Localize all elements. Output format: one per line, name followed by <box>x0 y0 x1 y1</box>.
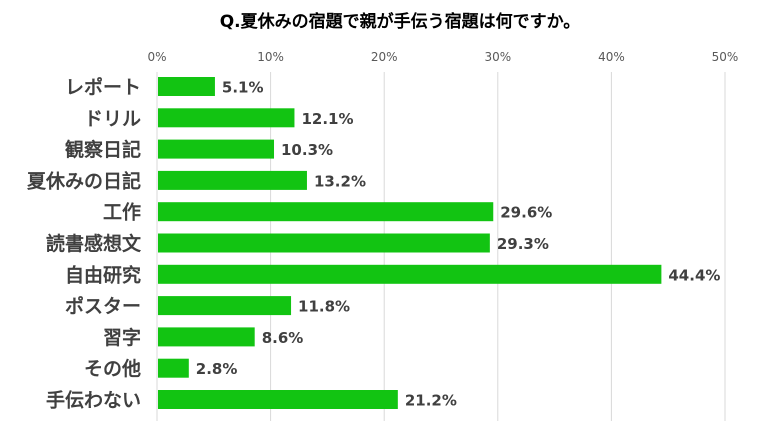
category-label: 習字 <box>103 326 141 349</box>
category-label: 手伝わない <box>46 389 141 412</box>
bar <box>158 327 255 347</box>
bar <box>158 77 215 96</box>
value-label: 21.2% <box>405 392 457 410</box>
value-label: 12.1% <box>301 110 353 128</box>
category-label: 自由研究 <box>65 263 141 286</box>
x-tick-label: 10% <box>257 50 284 64</box>
x-tick-label: 50% <box>712 50 739 64</box>
bar <box>158 264 662 284</box>
bar <box>158 170 307 190</box>
value-label: 2.8% <box>196 360 238 378</box>
category-labels: レポートドリル観察日記夏休みの日記工作読書感想文自由研究ポスター習字その他手伝わ… <box>27 76 142 412</box>
category-label: ポスター <box>65 295 141 318</box>
category-label: 工作 <box>103 201 141 224</box>
category-label: その他 <box>84 357 141 380</box>
value-label: 10.3% <box>281 141 333 159</box>
bar <box>158 139 275 159</box>
x-tick-label: 0% <box>147 50 166 64</box>
bar <box>158 390 398 409</box>
category-label: 読書感想文 <box>46 232 142 255</box>
value-label: 44.4% <box>668 266 720 284</box>
x-tick-label: 30% <box>484 50 511 64</box>
value-label: 5.1% <box>222 79 264 97</box>
x-tick-label: 20% <box>371 50 398 64</box>
value-label: 8.6% <box>262 329 304 347</box>
bar <box>158 358 189 378</box>
bar <box>158 108 295 128</box>
value-label: 13.2% <box>314 172 366 190</box>
category-label: レポート <box>65 76 141 99</box>
bar <box>158 233 490 253</box>
bar <box>158 296 292 316</box>
value-label: 11.8% <box>298 298 350 316</box>
chart-title: Q.夏休みの宿題で親が手伝う宿題は何ですか。 <box>220 11 581 32</box>
value-labels: 5.1% 12.1% 10.3% 13.2% 29.6% 29.3% 44.4% 11.8% 8… <box>196 79 721 410</box>
x-axis-ticks: 0% 10% 20% 30% 40% 50% <box>147 50 738 64</box>
value-label: 29.6% <box>500 204 552 222</box>
value-label: 29.3% <box>497 235 549 253</box>
category-label: 観察日記 <box>65 138 141 161</box>
x-tick-label: 40% <box>598 50 625 64</box>
category-label: 夏休みの日記 <box>27 169 141 192</box>
bars <box>158 77 662 409</box>
category-label: ドリル <box>84 108 141 130</box>
bar <box>158 202 494 222</box>
